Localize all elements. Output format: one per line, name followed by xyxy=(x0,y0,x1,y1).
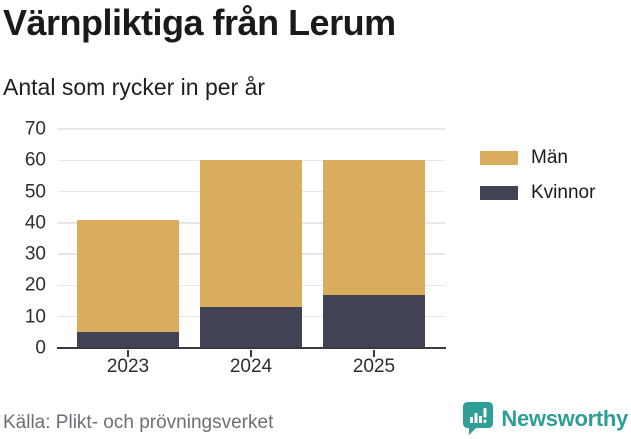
y-tick-label-50: 50 xyxy=(24,181,46,203)
y-tick-label-0: 0 xyxy=(35,337,46,359)
y-axis-labels: 0 10 20 30 40 50 60 70 xyxy=(0,120,46,358)
y-tick-label-40: 40 xyxy=(24,212,46,234)
bar-2023 xyxy=(77,219,179,348)
x-tick-label-2025: 2025 xyxy=(352,356,396,377)
bar-2024-män-segment xyxy=(200,160,302,308)
bar-2023-kvinnor-segment xyxy=(77,332,179,348)
source-note: Källa: Plikt- och prövningsverket xyxy=(3,412,274,433)
x-tick-2025 xyxy=(373,350,375,357)
bar-2023-män-segment xyxy=(77,219,179,333)
x-axis-line xyxy=(57,346,446,349)
bar-2024 xyxy=(200,160,302,348)
bar-2025-kvinnor-segment xyxy=(323,294,425,348)
x-tick-2024 xyxy=(250,350,252,357)
chart-title: Värnpliktiga från Lerum xyxy=(3,2,396,43)
y-tick-label-70: 70 xyxy=(24,118,46,140)
gridline-60 xyxy=(58,159,445,162)
legend-label-kvinnor: Kvinnor xyxy=(531,182,596,203)
legend-item-män: Män xyxy=(480,147,595,169)
chart-subtitle: Antal som rycker in per år xyxy=(3,74,266,100)
y-tick-label-30: 30 xyxy=(24,243,46,265)
plot-area xyxy=(58,128,445,348)
brand-logo: Newsworthy xyxy=(463,402,628,435)
legend-swatch-kvinnor xyxy=(480,186,518,200)
bar-2024-kvinnor-segment xyxy=(200,307,302,348)
legend-item-kvinnor: Kvinnor xyxy=(480,182,595,204)
legend: Män Kvinnor xyxy=(480,147,595,204)
gridline-70 xyxy=(58,128,445,130)
x-tick-label-2023: 2023 xyxy=(106,356,150,377)
bar-2025 xyxy=(323,160,425,348)
x-tick-2023 xyxy=(127,350,129,357)
y-tick-label-60: 60 xyxy=(24,149,46,171)
bar-2025-män-segment xyxy=(323,160,425,295)
legend-label-män: Män xyxy=(531,147,568,168)
y-tick-label-10: 10 xyxy=(24,306,46,328)
x-tick-label-2024: 2024 xyxy=(229,356,273,377)
brand-name: Newsworthy xyxy=(501,405,628,431)
legend-swatch-män xyxy=(480,151,518,165)
newsworthy-bubble-chart-icon xyxy=(463,402,494,435)
y-tick-label-20: 20 xyxy=(24,274,46,296)
